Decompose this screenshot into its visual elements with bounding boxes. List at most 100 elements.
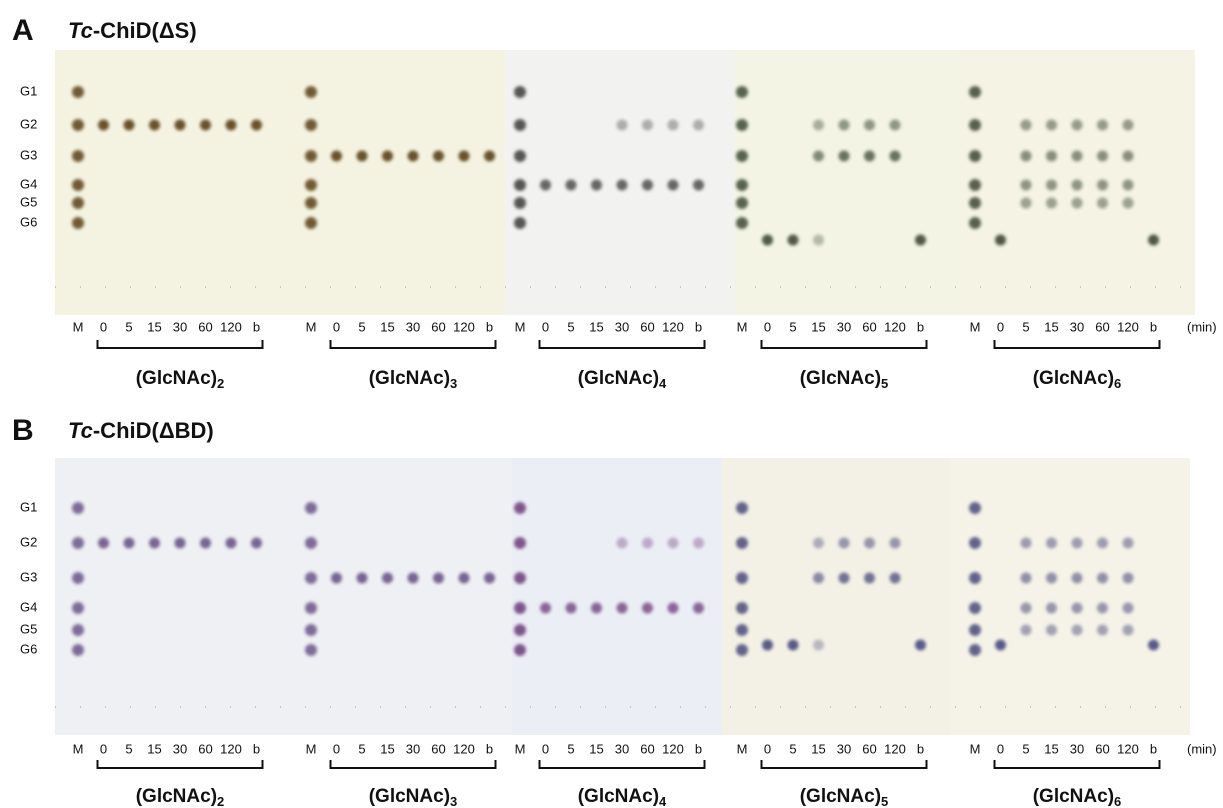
lane-label: 120 [220, 741, 242, 756]
spot [565, 602, 577, 614]
substrate-label: (GlcNAc)4 [578, 786, 667, 808]
bracket [96, 340, 264, 349]
subscript: 3 [450, 794, 457, 808]
spot [305, 86, 317, 98]
spot [995, 234, 1006, 246]
title-italic: Tc [68, 18, 93, 43]
substrate: (GlcNAc) [1033, 368, 1114, 389]
spot [736, 119, 748, 131]
lane-label: 30 [173, 319, 187, 334]
spot [969, 86, 981, 98]
spot [915, 639, 926, 651]
spot [407, 572, 419, 584]
spot [1046, 179, 1057, 191]
spot [98, 537, 109, 549]
spot [1046, 624, 1057, 636]
bracket [329, 340, 497, 349]
spot [407, 150, 419, 162]
spot [762, 639, 773, 651]
panel-label: B [12, 414, 34, 447]
lane-label: M [515, 741, 526, 756]
lane-label: 0 [542, 319, 549, 334]
spot [969, 602, 981, 614]
spot [514, 537, 526, 549]
panel-title: Tc-ChiD(ΔBD) [68, 418, 214, 443]
substrate-label: (GlcNAc)3 [369, 368, 458, 391]
tlc-plate [55, 50, 505, 315]
lane-label: 120 [662, 741, 684, 756]
marker-label: G3 [20, 147, 37, 162]
spot [642, 602, 653, 614]
spot [458, 572, 470, 584]
substrate: (GlcNAc) [578, 786, 659, 807]
spot [1046, 572, 1057, 584]
spot [813, 537, 824, 549]
spot [123, 537, 135, 549]
spot [72, 217, 84, 229]
spot [540, 602, 551, 614]
spot [864, 537, 875, 549]
lane-label: 60 [1095, 319, 1109, 334]
spot [762, 234, 773, 246]
spot [72, 572, 84, 584]
spot [693, 537, 704, 549]
bracket [329, 760, 497, 769]
lane-label: 30 [615, 319, 629, 334]
title-rest: -ChiD(ΔBD) [93, 418, 214, 443]
spot [969, 150, 981, 162]
spot [514, 502, 526, 514]
substrate: (GlcNAc) [1033, 786, 1114, 807]
spot [514, 217, 526, 229]
spot [200, 119, 211, 131]
substrate: (GlcNAc) [369, 786, 450, 807]
marker-label: G6 [20, 214, 37, 229]
spot [305, 150, 317, 162]
spot [72, 502, 84, 514]
spot [305, 602, 317, 614]
lane-label: 15 [811, 741, 825, 756]
lane-label: 120 [884, 741, 906, 756]
spot [969, 537, 981, 549]
spot [1122, 150, 1134, 162]
spot [484, 572, 495, 584]
spot [123, 119, 135, 131]
spot [667, 602, 679, 614]
spot [838, 537, 850, 549]
spot [667, 537, 679, 549]
spot [969, 502, 981, 514]
spot [174, 119, 186, 131]
lane-label: 5 [567, 319, 574, 334]
spot [305, 217, 317, 229]
spot [736, 179, 748, 191]
spot [149, 537, 160, 549]
marker-label: G5 [20, 621, 37, 636]
spot [1122, 179, 1134, 191]
lane-label: b [695, 741, 702, 756]
subscript: 4 [659, 794, 667, 808]
spot [484, 150, 495, 162]
substrate: (GlcNAc) [578, 368, 659, 389]
spot [736, 624, 748, 636]
spot [72, 150, 84, 162]
lane-label: M [306, 319, 317, 334]
spot [736, 197, 748, 209]
spot [838, 572, 850, 584]
subscript: 5 [881, 794, 888, 808]
lane-label: 5 [1022, 319, 1029, 334]
spot [305, 197, 317, 209]
lane-label: 30 [1070, 319, 1084, 334]
spot [514, 624, 526, 636]
substrate: (GlcNAc) [136, 786, 217, 807]
spot [514, 197, 526, 209]
spot [838, 119, 850, 131]
spot [72, 179, 84, 191]
bracket [993, 760, 1161, 769]
substrate: (GlcNAc) [369, 368, 450, 389]
spot [969, 217, 981, 229]
spot [642, 179, 653, 191]
lane-label: 60 [1095, 741, 1109, 756]
lane-label: 15 [147, 741, 161, 756]
spot [305, 537, 317, 549]
lane-label: 60 [640, 319, 654, 334]
